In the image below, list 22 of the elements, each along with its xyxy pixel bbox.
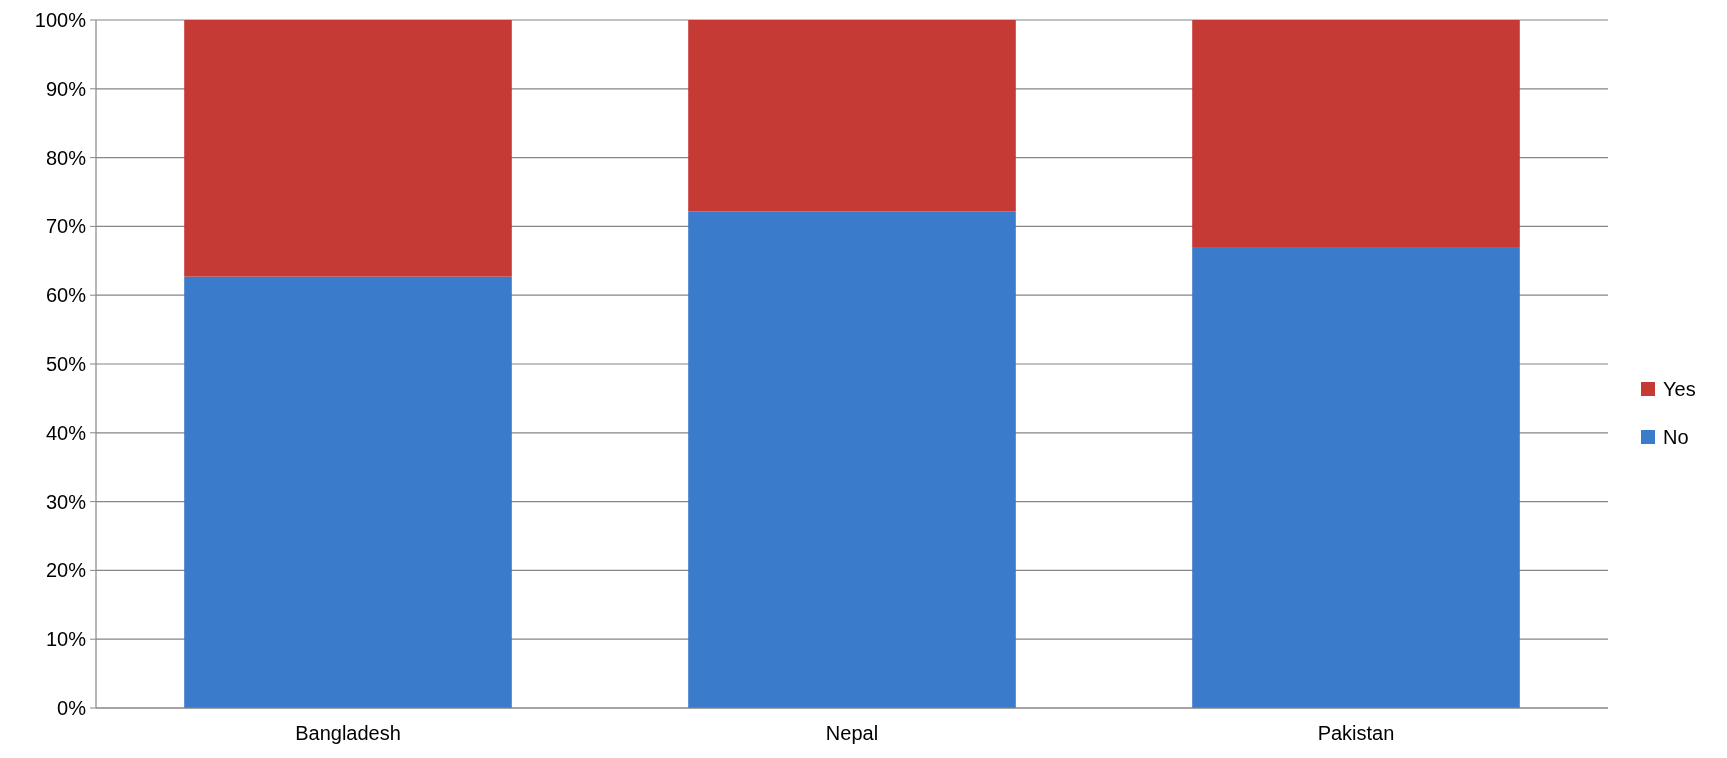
bar (688, 20, 1016, 212)
x-tick-label: Bangladesh (295, 722, 401, 744)
legend-label: Yes (1663, 378, 1696, 400)
y-tick-label: 90% (45, 77, 87, 100)
x-tick-label: Pakistan (1317, 722, 1395, 744)
bar (184, 276, 512, 708)
y-tick-label: 20% (45, 559, 87, 582)
y-tick-label: 10% (45, 628, 87, 651)
y-tick-label: 40% (45, 421, 87, 444)
bar (1192, 247, 1520, 708)
y-tick-label: 0% (57, 697, 87, 719)
y-tick-label: 80% (45, 146, 87, 169)
y-tick-label: 100% (34, 9, 87, 31)
bar (1192, 20, 1520, 248)
y-tick-label: 60% (45, 284, 87, 307)
y-tick-label: 70% (45, 215, 87, 238)
legend-label: No (1663, 426, 1689, 448)
y-tick-label: 50% (45, 353, 87, 375)
y-tick-label: 30% (45, 490, 87, 513)
bar (688, 211, 1016, 708)
bar (184, 20, 512, 277)
x-tick-label: Nepal (825, 722, 879, 744)
